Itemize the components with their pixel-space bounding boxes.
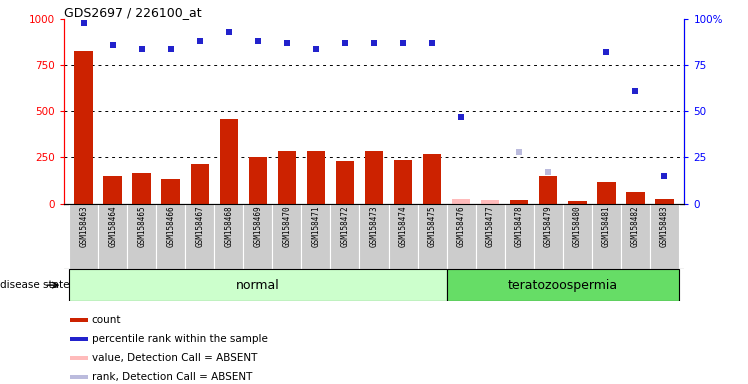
Point bbox=[455, 114, 467, 120]
Point bbox=[426, 40, 438, 46]
Bar bbox=[360, 204, 388, 269]
Bar bbox=[103, 176, 123, 204]
Bar bbox=[625, 192, 645, 204]
Bar bbox=[243, 204, 272, 269]
Bar bbox=[417, 204, 447, 269]
Bar bbox=[336, 161, 355, 204]
Bar bbox=[307, 151, 325, 204]
Text: GSM158464: GSM158464 bbox=[108, 205, 117, 247]
Bar bbox=[272, 204, 301, 269]
Text: disease state: disease state bbox=[0, 280, 70, 290]
Bar bbox=[70, 204, 99, 269]
Point bbox=[252, 38, 264, 45]
Bar bbox=[215, 204, 243, 269]
Bar bbox=[447, 204, 476, 269]
Text: teratozoospermia: teratozoospermia bbox=[507, 279, 618, 291]
Point bbox=[600, 49, 612, 55]
Point bbox=[542, 169, 554, 175]
Point bbox=[629, 88, 641, 94]
Point bbox=[513, 149, 525, 155]
Point bbox=[339, 40, 351, 46]
Text: GSM158463: GSM158463 bbox=[79, 205, 88, 247]
Bar bbox=[127, 204, 156, 269]
Bar bbox=[476, 204, 505, 269]
Point bbox=[658, 173, 670, 179]
Point bbox=[107, 42, 119, 48]
Bar bbox=[533, 204, 562, 269]
Bar bbox=[568, 201, 586, 204]
Text: GSM158478: GSM158478 bbox=[515, 205, 524, 247]
Text: GSM158469: GSM158469 bbox=[254, 205, 263, 247]
Point bbox=[136, 46, 148, 52]
Text: GSM158480: GSM158480 bbox=[572, 205, 582, 247]
Bar bbox=[70, 337, 88, 341]
Text: GSM158481: GSM158481 bbox=[601, 205, 610, 247]
Bar bbox=[70, 269, 447, 301]
Text: GSM158472: GSM158472 bbox=[340, 205, 349, 247]
Point bbox=[194, 38, 206, 45]
Text: GSM158465: GSM158465 bbox=[138, 205, 147, 247]
Text: GSM158476: GSM158476 bbox=[456, 205, 465, 247]
Text: GSM158477: GSM158477 bbox=[485, 205, 494, 247]
Text: GSM158470: GSM158470 bbox=[283, 205, 292, 247]
Text: GSM158474: GSM158474 bbox=[399, 205, 408, 247]
Bar bbox=[393, 160, 412, 204]
Text: GSM158468: GSM158468 bbox=[224, 205, 233, 247]
Bar bbox=[509, 200, 529, 204]
Text: count: count bbox=[91, 315, 121, 325]
Text: percentile rank within the sample: percentile rank within the sample bbox=[91, 334, 267, 344]
Bar bbox=[364, 151, 384, 204]
Bar bbox=[156, 204, 186, 269]
Text: value, Detection Call = ABSENT: value, Detection Call = ABSENT bbox=[91, 353, 257, 363]
Bar bbox=[447, 269, 678, 301]
Bar bbox=[597, 182, 616, 204]
Bar bbox=[452, 199, 470, 204]
Bar bbox=[132, 173, 151, 204]
Bar bbox=[70, 318, 88, 322]
Point bbox=[368, 40, 380, 46]
Bar bbox=[621, 204, 649, 269]
Text: GSM158467: GSM158467 bbox=[195, 205, 204, 247]
Point bbox=[397, 40, 409, 46]
Text: GSM158466: GSM158466 bbox=[166, 205, 176, 247]
Bar bbox=[562, 204, 592, 269]
Bar bbox=[278, 151, 296, 204]
Bar bbox=[248, 157, 267, 204]
Bar bbox=[331, 204, 360, 269]
Text: GSM158482: GSM158482 bbox=[631, 205, 640, 247]
Text: GDS2697 / 226100_at: GDS2697 / 226100_at bbox=[64, 6, 201, 19]
Text: normal: normal bbox=[236, 279, 280, 291]
Bar bbox=[592, 204, 621, 269]
Point bbox=[281, 40, 293, 46]
Bar bbox=[191, 164, 209, 204]
Bar bbox=[99, 204, 127, 269]
Bar bbox=[423, 154, 441, 204]
Text: GSM158473: GSM158473 bbox=[370, 205, 378, 247]
Text: GSM158471: GSM158471 bbox=[311, 205, 320, 247]
Bar bbox=[70, 375, 88, 379]
Text: GSM158483: GSM158483 bbox=[660, 205, 669, 247]
Bar bbox=[505, 204, 533, 269]
Bar bbox=[539, 176, 557, 204]
Bar bbox=[388, 204, 417, 269]
Point bbox=[223, 29, 235, 35]
Text: GSM158479: GSM158479 bbox=[544, 205, 553, 247]
Bar bbox=[75, 51, 94, 204]
Point bbox=[78, 20, 90, 26]
Bar bbox=[162, 179, 180, 204]
Point bbox=[165, 46, 177, 52]
Text: rank, Detection Call = ABSENT: rank, Detection Call = ABSENT bbox=[91, 372, 252, 382]
Bar bbox=[70, 356, 88, 359]
Point bbox=[310, 46, 322, 52]
Bar bbox=[186, 204, 215, 269]
Bar bbox=[219, 119, 239, 204]
Text: GSM158475: GSM158475 bbox=[428, 205, 437, 247]
Bar bbox=[301, 204, 331, 269]
Bar bbox=[654, 199, 673, 204]
Bar bbox=[481, 200, 500, 204]
Bar bbox=[649, 204, 678, 269]
